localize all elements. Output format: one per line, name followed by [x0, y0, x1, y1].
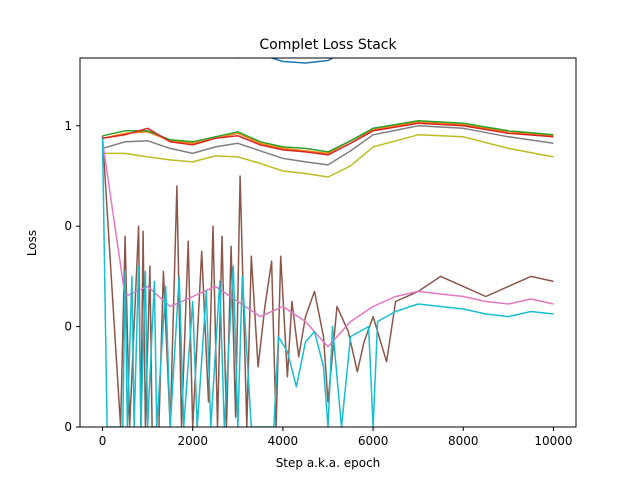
y-axis-label: Loss: [25, 230, 39, 256]
x-tick-label: 6000: [358, 434, 389, 448]
series-line-7: [101, 135, 554, 427]
x-tick-label: 4000: [268, 434, 299, 448]
chart-title: Complet Loss Stack: [259, 37, 397, 53]
x-tick-label: 2000: [177, 434, 208, 448]
axes-layer: 0 2000 4000 6000 8000 10000 1 0 0 0: [64, 119, 572, 448]
y-tick-label: 0: [64, 219, 72, 233]
y-tick-label: 1: [64, 119, 72, 133]
series-line-1: [110, 58, 335, 64]
x-tick-label: 8000: [448, 434, 479, 448]
x-tick-label: 10000: [534, 434, 572, 448]
y-tick-label: 0: [64, 320, 72, 334]
x-tick-label: 0: [99, 434, 107, 448]
series-layer: [101, 58, 554, 427]
series-line-9: [101, 138, 554, 427]
plot-frame: [79, 57, 577, 428]
x-axis-label: Step a.k.a. epoch: [276, 456, 381, 470]
series-line-4: [102, 122, 554, 156]
series-line-5: [102, 125, 554, 166]
y-tick-label: 0: [64, 420, 72, 434]
series-line-6: [102, 134, 554, 178]
